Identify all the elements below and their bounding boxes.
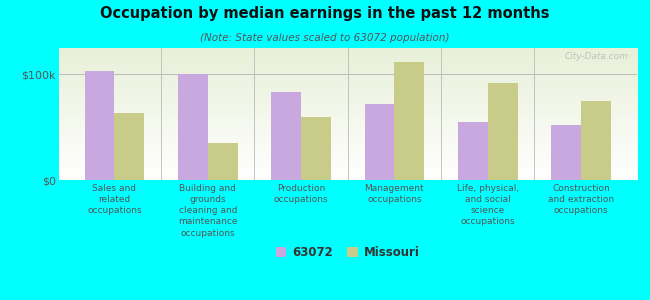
Bar (458, 122, 488, 180)
Bar (581, 101, 611, 180)
Text: Occupation by median earnings in the past 12 months: Occupation by median earnings in the pas… (100, 6, 550, 21)
Bar (178, 74, 208, 180)
Bar (301, 117, 331, 180)
Bar (395, 62, 424, 180)
Bar (551, 125, 581, 180)
Bar (114, 113, 144, 180)
Text: City-Data.com: City-Data.com (564, 52, 629, 61)
Text: (Note: State values scaled to 63072 population): (Note: State values scaled to 63072 popu… (200, 33, 450, 43)
Bar (208, 143, 238, 180)
Bar (84, 71, 114, 180)
Bar (365, 104, 395, 180)
Bar (488, 83, 517, 180)
Bar (271, 92, 301, 180)
Legend: 63072, Missouri: 63072, Missouri (271, 242, 424, 264)
